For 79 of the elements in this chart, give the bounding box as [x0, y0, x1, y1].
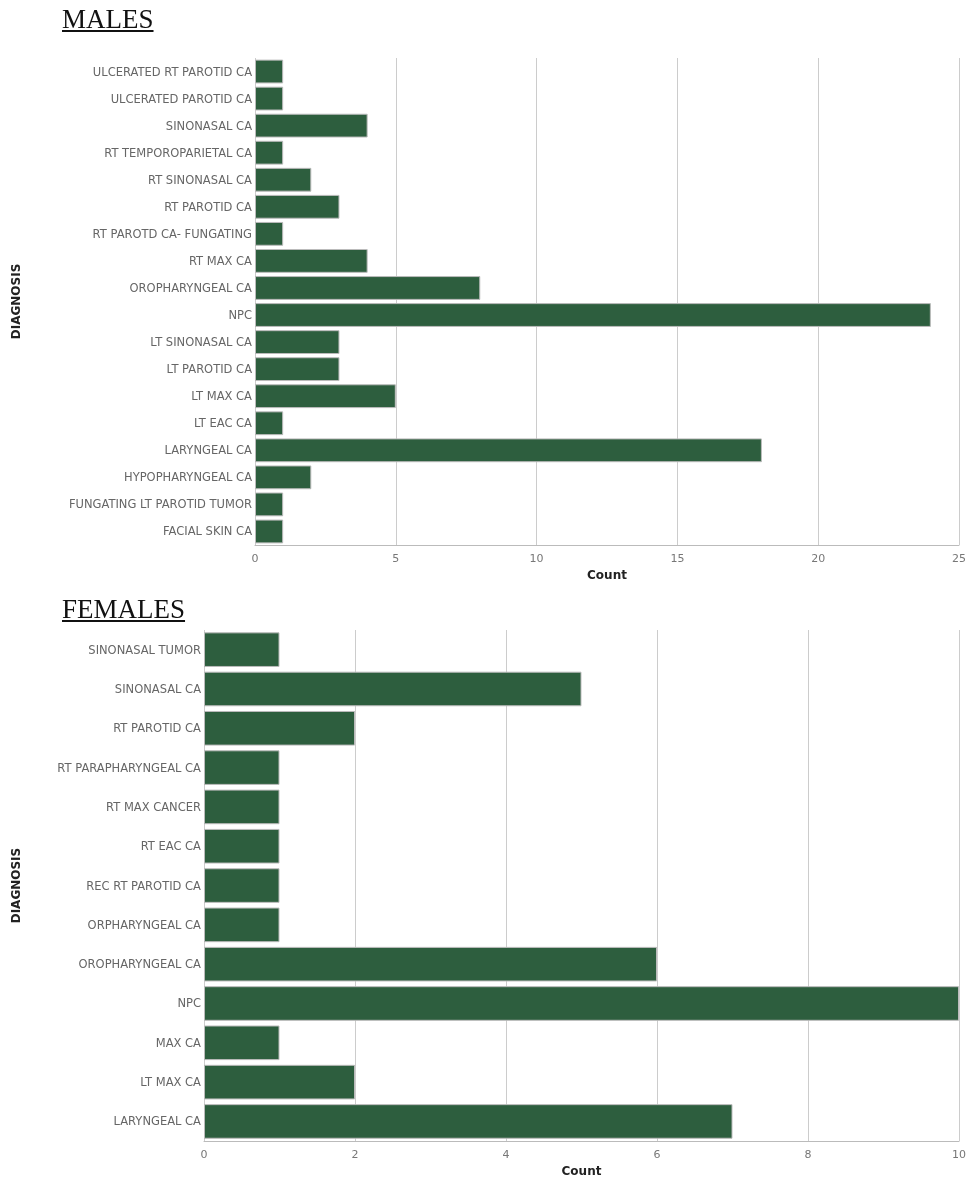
y-tick-label: RT PAROTD CA- FUNGATING	[92, 226, 252, 241]
y-tick-label: ULCERATED PAROTID CA	[110, 91, 253, 106]
y-tick-label: RT TEMPOROPARIETAL CA	[104, 145, 253, 160]
bar	[255, 221, 284, 246]
bar	[255, 249, 368, 273]
y-tick-label: NPC	[177, 996, 201, 1011]
y-tick-label: HYPOPHARYNGEAL CA	[124, 470, 253, 485]
chart-title: MALES	[62, 4, 154, 35]
y-tick-label: RT MAX CA	[188, 253, 253, 268]
bar	[255, 330, 340, 354]
bar	[204, 1025, 280, 1061]
bar	[255, 384, 396, 409]
bar	[204, 868, 280, 903]
y-tick-label: OROPHARYNGEAL CA	[78, 957, 202, 972]
chart-title: FEMALES	[62, 594, 186, 625]
y-axis-title: DIAGNOSIS	[9, 263, 23, 340]
x-tick-label: 8	[804, 1148, 812, 1162]
y-tick-label: RT PAROTID CA	[113, 721, 202, 736]
x-tick-label: 10	[529, 552, 544, 565]
y-tick-label: NPC	[228, 308, 252, 323]
bar	[255, 113, 368, 138]
y-tick-label: RT PAROTID CA	[164, 199, 253, 214]
bar	[204, 789, 280, 825]
y-tick-label: SINONASAL CA	[165, 118, 253, 133]
y-tick-label: RT MAX CANCER	[106, 799, 201, 814]
y-tick-label: REC RT PAROTID CA	[86, 878, 202, 893]
bar	[204, 750, 280, 785]
y-tick-label: SINONASAL TUMOR	[88, 642, 201, 657]
bar	[255, 492, 284, 517]
y-tick-label: LARYNGEAL CA	[164, 443, 253, 458]
bar	[255, 86, 284, 111]
x-tick-label: 0	[251, 552, 259, 565]
bar	[204, 828, 280, 864]
x-tick-label: 0	[200, 1148, 208, 1162]
bar	[255, 303, 931, 327]
y-tick-label: ORPHARYNGEAL CA	[87, 917, 202, 932]
bar	[255, 140, 284, 165]
x-axis-title: Count	[587, 567, 628, 582]
x-tick-label: 5	[392, 552, 400, 565]
x-tick-label: 4	[502, 1148, 510, 1162]
bar	[255, 276, 481, 300]
bar	[204, 671, 582, 707]
y-tick-label: LARYNGEAL CA	[113, 1114, 202, 1129]
y-tick-label: ULCERATED RT PAROTID CA	[92, 64, 253, 79]
bar	[255, 194, 340, 219]
y-tick-label: RT PARAPHARYNGEAL CA	[57, 760, 202, 775]
y-tick-label: LT MAX CA	[140, 1075, 202, 1090]
bar	[204, 907, 280, 943]
x-tick-label: 2	[351, 1148, 359, 1162]
bar	[255, 411, 284, 436]
y-tick-label: FUNGATING LT PAROTID TUMOR	[68, 497, 252, 512]
bar	[204, 946, 657, 982]
bar	[255, 465, 312, 490]
bar	[255, 438, 762, 463]
x-axis-title: Count	[561, 1164, 602, 1178]
y-tick-label: SINONASAL CA	[114, 681, 202, 696]
y-tick-label: RT EAC CA	[140, 839, 202, 854]
x-tick-label: 25	[952, 552, 966, 565]
bar	[255, 59, 284, 84]
x-tick-label: 10	[952, 1148, 966, 1162]
x-tick-label: 20	[811, 552, 826, 565]
bar	[255, 167, 312, 192]
y-tick-label: LT PAROTID CA	[166, 362, 253, 377]
y-tick-label: FACIAL SKIN CA	[163, 524, 253, 539]
bar	[204, 986, 959, 1021]
bar	[204, 1104, 733, 1139]
x-tick-label: 15	[670, 552, 685, 565]
bar	[204, 632, 280, 667]
x-tick-label: 6	[653, 1148, 661, 1162]
y-tick-label: OROPHARYNGEAL CA	[129, 280, 253, 295]
y-tick-label: RT SINONASAL CA	[148, 172, 253, 187]
y-tick-label: MAX CA	[155, 1035, 202, 1050]
bar	[255, 357, 340, 382]
y-tick-label: LT SINONASAL CA	[150, 335, 253, 350]
y-tick-label: LT EAC CA	[193, 416, 253, 431]
y-tick-label: LT MAX CA	[191, 389, 253, 404]
bar	[204, 710, 355, 746]
bar	[204, 1064, 355, 1100]
y-axis-title: DIAGNOSIS	[9, 847, 23, 924]
